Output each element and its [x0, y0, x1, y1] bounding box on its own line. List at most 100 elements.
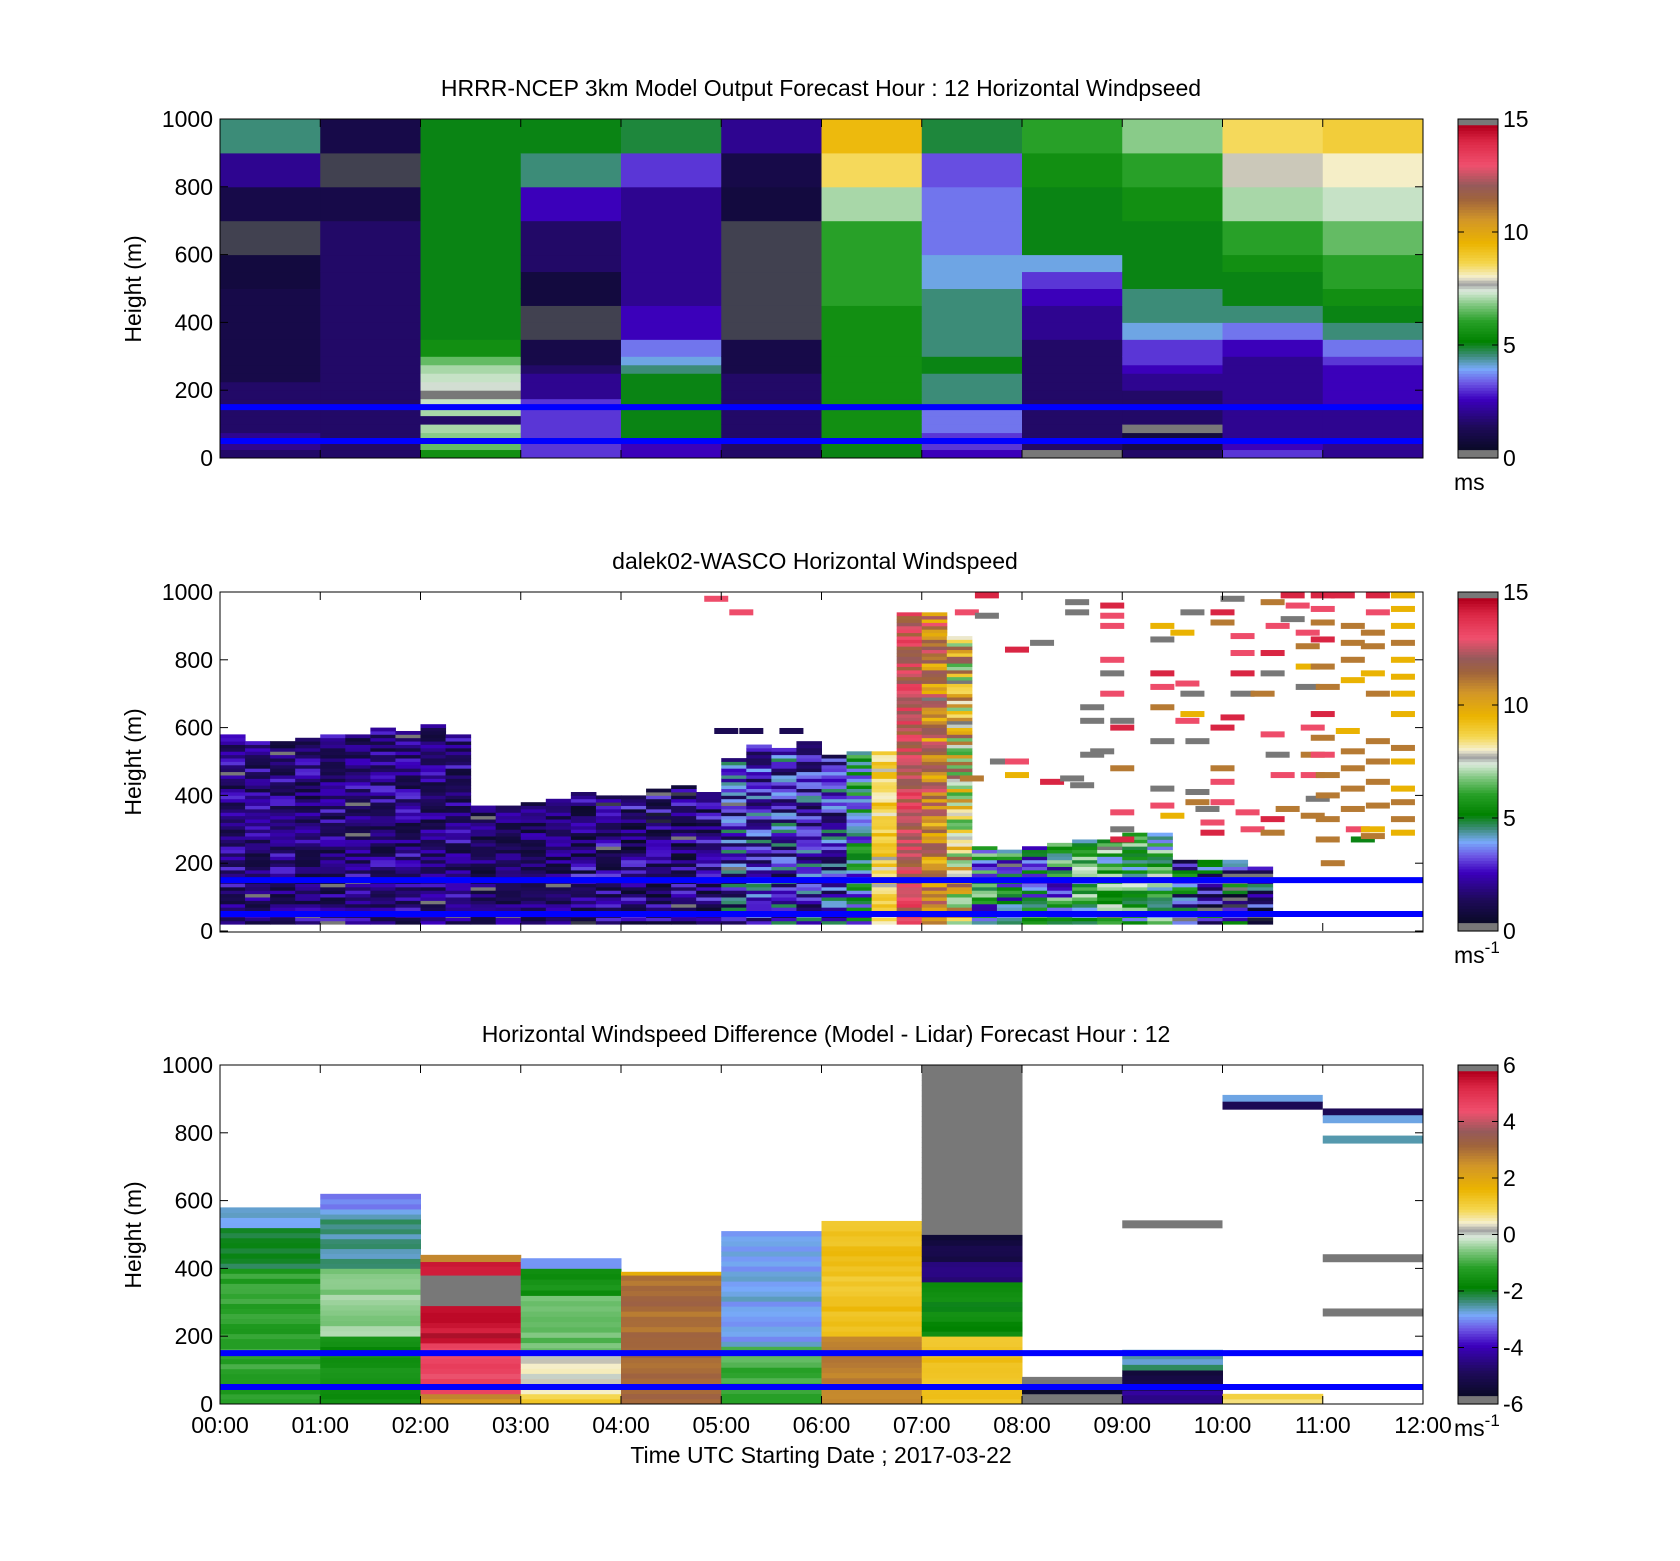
colorbar-segment	[1458, 1237, 1498, 1241]
heatmap-cell	[545, 893, 572, 898]
heatmap-cell	[771, 771, 797, 776]
heatmap-cell	[395, 903, 421, 908]
heatmap-cell	[971, 897, 998, 901]
heatmap-cell	[921, 815, 948, 820]
heatmap-cell	[846, 785, 873, 790]
heatmap-cell	[1122, 917, 1148, 922]
heatmap-cell	[821, 1326, 923, 1332]
colorbar-segment	[1458, 232, 1498, 236]
heatmap-cell	[946, 737, 973, 742]
heatmap-cell	[295, 825, 321, 830]
heatmap-cell	[370, 917, 396, 922]
heatmap-cell	[570, 866, 597, 871]
heatmap-cell	[495, 883, 522, 888]
heatmap-cell	[220, 856, 246, 861]
heatmap-cell	[996, 866, 1023, 871]
heatmap-cell	[921, 1341, 1023, 1348]
heatmap-cell	[921, 1136, 1023, 1143]
colorbar-segment	[1458, 291, 1498, 295]
y-tick-label: 0	[200, 445, 213, 471]
heatmap-cell	[796, 917, 822, 922]
heatmap-cell	[220, 775, 246, 779]
colorbar-segment	[1458, 1372, 1498, 1377]
heatmap-cell	[370, 832, 396, 837]
heatmap-cell	[220, 747, 246, 752]
colorbar-segment	[1458, 1271, 1498, 1275]
heatmap-cell	[395, 805, 421, 810]
heatmap-cell	[220, 771, 246, 776]
heatmap-cell	[721, 795, 747, 800]
heatmap-cell	[871, 907, 898, 912]
heatmap-cell	[1097, 849, 1123, 854]
colorbar-segment	[1458, 1339, 1498, 1343]
heatmap-cell	[395, 788, 421, 793]
heatmap-cell	[220, 1293, 321, 1299]
colorbar-segment	[1458, 891, 1498, 895]
heatmap-cell	[345, 873, 371, 878]
colorbar-segment	[1458, 603, 1498, 607]
heatmap-cell	[570, 805, 597, 810]
heatmap-cell	[320, 839, 346, 844]
x-tick-label: 07:00	[893, 1412, 951, 1438]
heatmap-cell	[621, 1321, 722, 1328]
heatmap-cell	[520, 1368, 622, 1374]
heatmap-cell	[974, 592, 999, 599]
heatmap-cell	[921, 381, 1023, 391]
heatmap-cell	[821, 407, 923, 417]
heatmap-cell	[921, 920, 948, 925]
heatmap-cell	[320, 741, 346, 745]
heatmap-cell	[1310, 619, 1335, 626]
heatmap-cell	[721, 920, 747, 925]
heatmap-cell	[921, 788, 948, 793]
heatmap-cell	[320, 1268, 421, 1275]
heatmap-cell	[595, 856, 622, 861]
heatmap-cell	[921, 717, 948, 722]
heatmap-cell	[821, 364, 923, 374]
heatmap-cell	[946, 707, 973, 712]
heatmap-cell	[570, 893, 597, 898]
heatmap-cell	[746, 802, 772, 806]
heatmap-cell	[220, 863, 246, 867]
heatmap-cell	[896, 859, 923, 864]
heatmap-cell	[896, 836, 923, 840]
heatmap-cell	[1022, 254, 1123, 273]
heatmap-cell	[621, 415, 722, 425]
colorbar-segment	[1458, 902, 1498, 907]
heatmap-cell	[696, 798, 722, 803]
heatmap-cell	[621, 288, 722, 306]
heatmap-cell	[646, 856, 672, 861]
colorbar-segment	[1458, 730, 1498, 734]
colorbar-segment	[1458, 857, 1498, 861]
heatmap-cell	[696, 893, 722, 898]
heatmap-cell	[721, 424, 822, 434]
heatmap-cell	[921, 1085, 1023, 1092]
heatmap-cell	[220, 1298, 321, 1304]
heatmap-cell	[721, 1362, 822, 1368]
heatmap-cell	[320, 271, 421, 289]
heatmap-cell	[245, 866, 271, 871]
heatmap-cell	[671, 819, 697, 823]
heatmap-cell	[320, 449, 421, 459]
heatmap-cell	[896, 747, 923, 752]
heatmap-cell	[1097, 903, 1123, 908]
heatmap-cell	[771, 846, 797, 851]
heatmap-cell	[220, 869, 246, 874]
y-tick-label: 200	[175, 1323, 213, 1349]
heatmap-cell	[270, 795, 296, 800]
heatmap-cell	[1322, 373, 1424, 383]
heatmap-cell	[796, 819, 822, 823]
heatmap-cell	[420, 808, 447, 813]
heatmap-cell	[445, 744, 472, 749]
heatmap-cell	[420, 798, 447, 803]
colorbar-segment	[1458, 1310, 1498, 1315]
heatmap-cell	[1022, 897, 1048, 901]
heatmap-cell	[420, 744, 447, 749]
heatmap-cell	[370, 822, 396, 827]
colorbar-segment	[1458, 209, 1498, 213]
colorbar-segment	[1458, 699, 1498, 703]
heatmap-cell	[721, 764, 747, 769]
heatmap-cell	[646, 805, 672, 810]
heatmap-cell	[1390, 673, 1415, 680]
heatmap-cell	[220, 822, 246, 827]
heatmap-cell	[245, 764, 271, 769]
